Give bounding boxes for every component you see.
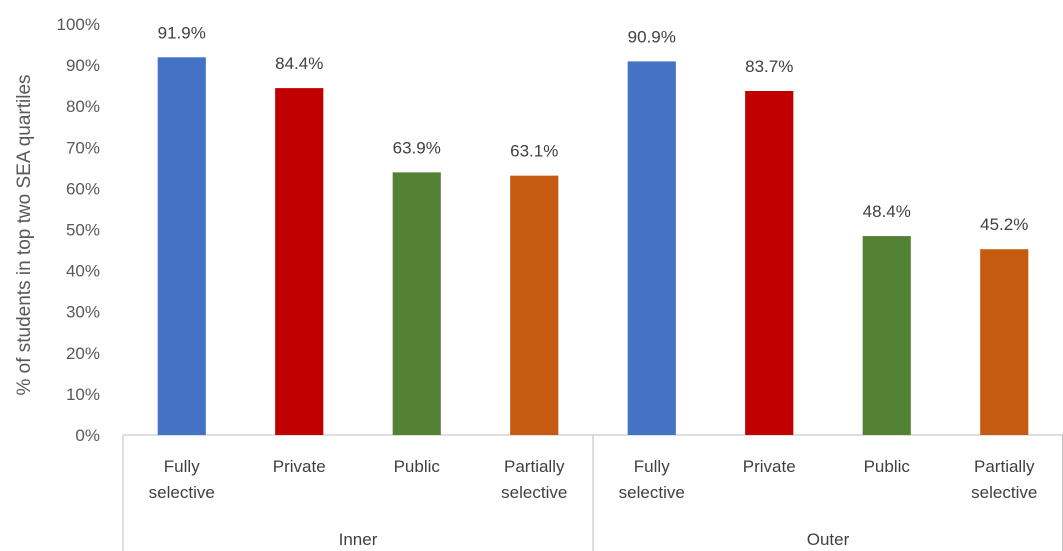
group-label: Outer: [807, 530, 850, 549]
category-label: selective: [619, 483, 685, 502]
group-label: Inner: [339, 530, 378, 549]
y-tick-label: 40%: [66, 262, 100, 281]
data-label: 45.2%: [980, 215, 1028, 234]
bar: [275, 88, 324, 435]
category-label: Partially: [974, 457, 1035, 476]
data-labels: 91.9% 84.4% 63.9% 63.1% 90.9% 83.7% 48.4% 45.2%: [158, 23, 1029, 234]
bar: [627, 61, 676, 435]
category-label: Public: [864, 457, 911, 476]
y-axis-ticks: 0% 10% 20% 30% 40% 50% 60% 70% 80% 90% 100%: [57, 15, 100, 445]
data-label: 91.9%: [158, 23, 206, 42]
y-axis-title: % of students in top two SEA quartiles: [14, 74, 35, 395]
y-tick-label: 100%: [57, 15, 100, 34]
data-label: 63.9%: [393, 138, 441, 157]
bar: [392, 172, 441, 435]
data-label: 83.7%: [745, 57, 793, 76]
y-tick-label: 70%: [66, 138, 100, 157]
y-tick-label: 90%: [66, 56, 100, 75]
category-label: Private: [273, 457, 326, 476]
group-labels: Inner Outer: [339, 530, 850, 549]
y-tick-label: 60%: [66, 179, 100, 198]
category-label: Fully: [164, 457, 200, 476]
y-tick-label: 50%: [66, 221, 100, 240]
y-tick-label: 20%: [66, 344, 100, 363]
category-label: selective: [149, 483, 215, 502]
bar: [510, 175, 559, 435]
data-label: 90.9%: [628, 27, 676, 46]
category-label: Partially: [504, 457, 565, 476]
category-label: Public: [394, 457, 441, 476]
category-label: Private: [743, 457, 796, 476]
y-tick-label: 80%: [66, 97, 100, 116]
category-labels: Fully selective Private Public Partially sele…: [149, 457, 1038, 502]
data-label: 84.4%: [275, 54, 323, 73]
y-tick-label: 0%: [75, 426, 100, 445]
y-tick-label: 30%: [66, 303, 100, 322]
category-label: selective: [971, 483, 1037, 502]
bar: [745, 90, 794, 436]
axes: [122, 434, 1063, 551]
bar: [980, 249, 1029, 435]
bars: [157, 57, 1029, 436]
data-label: 63.1%: [510, 142, 558, 161]
bar: [157, 57, 206, 435]
data-label: 48.4%: [863, 202, 911, 221]
category-label: Fully: [634, 457, 670, 476]
category-label: selective: [501, 483, 567, 502]
bar: [862, 236, 911, 435]
y-tick-label: 10%: [66, 385, 100, 404]
